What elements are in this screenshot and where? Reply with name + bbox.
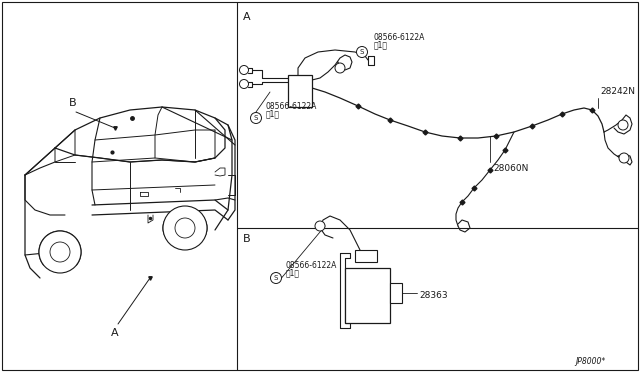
Text: S: S [274,275,278,281]
Text: 08566-6122A: 08566-6122A [374,33,426,42]
Bar [288,75,312,107]
Text: A: A [243,12,251,22]
Circle shape [271,273,282,283]
Text: （1）: （1） [266,109,280,118]
Circle shape [335,63,345,73]
Text: JP8000*: JP8000* [575,357,605,366]
Bar [390,283,402,303]
Circle shape [619,153,629,163]
Text: S: S [360,49,364,55]
Circle shape [315,221,325,231]
Text: B: B [243,234,251,244]
Text: （1）: （1） [374,40,388,49]
Text: S: S [254,115,258,121]
Text: 08566-6122A: 08566-6122A [286,261,337,270]
Text: B: B [69,98,77,108]
Text: 28060N: 28060N [493,164,529,173]
Circle shape [50,242,70,262]
Text: 08566-6122A: 08566-6122A [266,102,317,111]
Circle shape [250,112,262,124]
Text: A: A [111,328,119,338]
Text: （1）: （1） [286,268,300,277]
Circle shape [163,206,207,250]
Circle shape [618,120,628,130]
Circle shape [175,218,195,238]
Circle shape [356,46,367,58]
Circle shape [39,231,81,273]
Bar [355,250,377,262]
Text: 28242N: 28242N [600,87,635,96]
Circle shape [239,65,248,74]
Circle shape [239,80,248,89]
Bar [345,268,390,323]
Text: 28363: 28363 [419,291,447,299]
